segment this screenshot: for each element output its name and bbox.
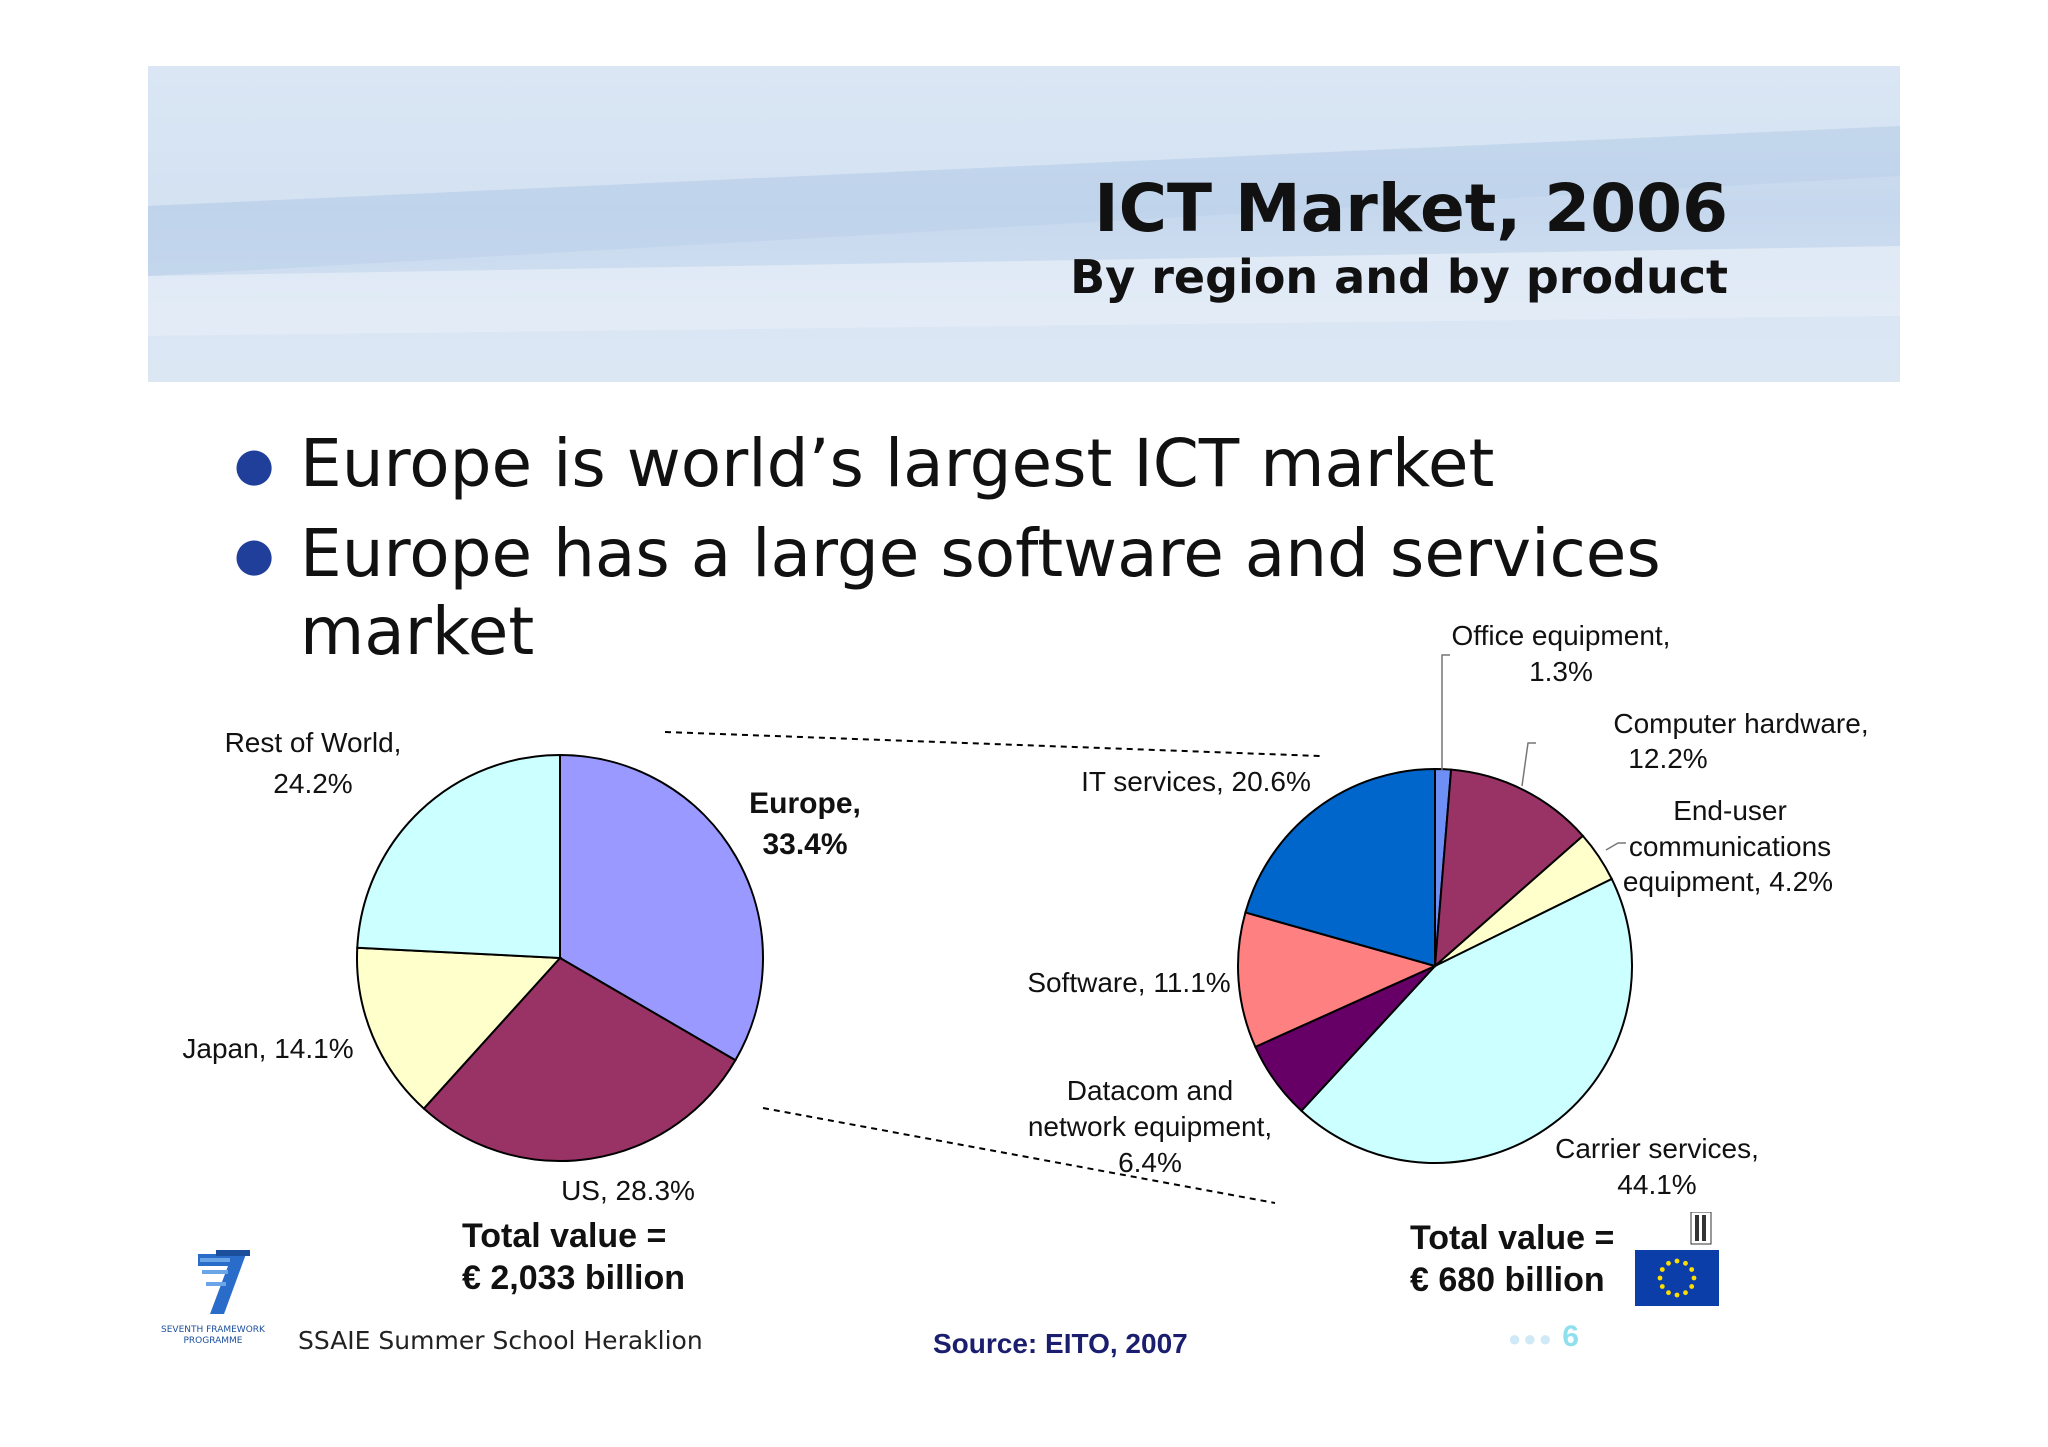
eu-star-icon [1674,1292,1680,1298]
eu-star-icon [1674,1258,1680,1264]
pie-chart-by-region [356,753,765,1162]
pie-slice-it-services [1244,767,1436,968]
eu-star-icon [1666,1290,1671,1296]
slide-title: ICT Market, 2006 [1094,170,1728,247]
label-us: US, 28.3% [561,1175,695,1206]
pie-slice-computer-hardware [1433,768,1585,969]
eu-star-icon [1666,1260,1671,1266]
leader-office-equipment [1441,654,1450,770]
label-rest-of-world: Rest of World, [225,727,402,758]
label-it-services: IT services, 20.6% [1081,766,1311,797]
pie-slice-us [422,956,737,1162]
bullet-item: ● Europe has a large software and service… [234,515,1661,670]
bullet-icon: ● [234,527,275,581]
leader-computer-hardware [1521,742,1536,787]
source-note: Source: EITO, 2007 [933,1328,1188,1359]
svg-text:PROGRAMME: PROGRAMME [183,1336,242,1346]
connector-lines [664,654,1626,1204]
footer-event: SSAIE Summer School Heraklion [298,1326,703,1355]
label-datacom-line2: network equipment, [1028,1111,1272,1142]
eu-star-icon [1683,1260,1688,1266]
label-office-equipment-value: 1.3% [1529,656,1593,687]
label-computer-hardware-value: 12.2% [1628,743,1707,774]
label-carrier-services: Carrier services, [1555,1133,1759,1164]
eu-star-icon [1659,1267,1665,1272]
pie-slice-carrier-services [1299,877,1633,1164]
label-datacom: Datacom and [1067,1075,1234,1106]
pie-chart-by-product [1237,767,1633,1164]
eu-star-icon [1659,1284,1665,1289]
eu-star-icon [1683,1290,1688,1296]
total-value-region: Total value = € 2,033 billion [462,1217,685,1297]
bullet-list: ● Europe is world’s largest ICT market ● E… [230,425,1790,683]
header-banner [148,66,1900,382]
pie-slice-japan [356,946,563,1110]
label-japan: Japan, 14.1% [182,1033,353,1064]
eu-star-icon [1657,1275,1663,1281]
svg-text:SEVENTH FRAMEWORK: SEVENTH FRAMEWORK [161,1325,266,1335]
label-end-user-value: equipment, 4.2% [1623,866,1833,897]
label-end-user: End-user [1673,795,1787,826]
label-europe: Europe, [749,787,861,820]
label-software: Software, 11.1% [1027,967,1230,998]
label-office-equipment: Office equipment, [1452,620,1671,651]
label-rest-of-world-value: 24.2% [273,768,352,799]
total-value-product: Total value = € 680 billion [1410,1219,1615,1299]
pie-slice-software [1237,911,1438,1049]
bullet-icon: ● [234,437,275,491]
label-europe-value: 33.4% [762,828,847,861]
banner-decoration [148,66,1900,382]
pie-slice-rest-of-world [356,753,561,960]
pie-labels: Europe, 33.4% US, 28.3% Japan, 14.1% Rest of… [182,620,1868,1206]
dots-icon: ●●● [1508,1326,1554,1351]
label-end-user-line2: communications [1629,831,1831,862]
slide-subtitle: By region and by product [1070,250,1728,304]
eu-star-icon [1689,1267,1695,1272]
label-computer-hardware: Computer hardware, [1613,708,1868,739]
eu-star-icon [1689,1284,1695,1289]
leader-end-user [1605,842,1626,851]
page-number: ●●● 6 [1508,1320,1579,1353]
label-carrier-services-value: 44.1% [1617,1169,1696,1200]
eu-star-icon [1691,1275,1697,1281]
fp7-logo: SEVENTH FRAMEWORK PROGRAMME [161,1250,266,1346]
bullet-item: ● Europe is world’s largest ICT market [234,425,1495,502]
pie-slice-europe [559,753,765,1062]
connector-bottom [762,1107,1276,1204]
connector-top [664,731,1321,757]
label-datacom-value: 6.4% [1118,1147,1182,1178]
eu-flag-logo [1635,1212,1719,1306]
